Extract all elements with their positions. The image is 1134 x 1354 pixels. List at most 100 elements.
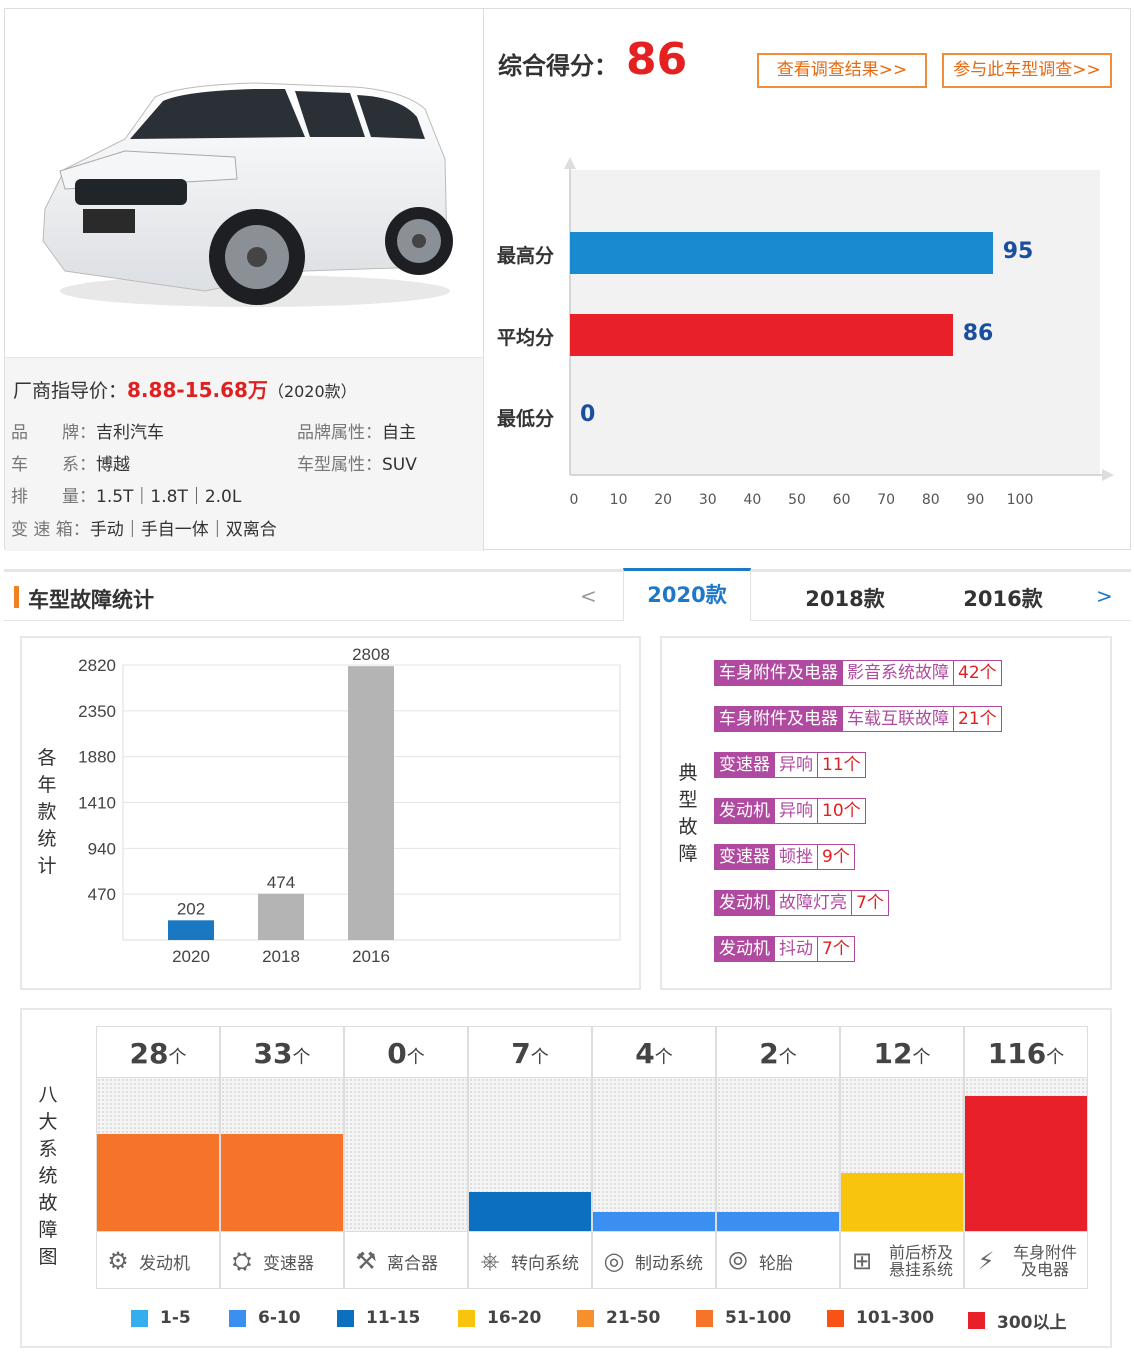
car-image-area xyxy=(5,9,483,357)
typical-fault-item[interactable]: 车身附件及电器 车载互联故障 21个 xyxy=(714,706,1002,732)
panel-divider xyxy=(483,9,484,551)
typical-label: 典 型 故 障 xyxy=(678,762,698,865)
spec-displacement-value: 1.5T｜1.8T｜2.0L xyxy=(96,487,242,507)
next-arrow-icon[interactable]: > xyxy=(1096,584,1113,608)
prev-arrow-icon[interactable]: < xyxy=(580,584,597,608)
spec-brand-attr: 品牌属性：自主 xyxy=(297,423,416,443)
steering-icon: ⎈ xyxy=(480,1247,500,1275)
x-tick-label: 50 xyxy=(788,492,806,508)
engine-icon: ⚙ xyxy=(107,1247,129,1275)
system-label: ⛭ 变速器 xyxy=(221,1232,343,1290)
x-tick-label: 0 xyxy=(569,492,579,508)
spec-type-value: SUV xyxy=(382,455,417,475)
system-column[interactable]: 7个 ⎈ 转向系统 xyxy=(468,1026,592,1289)
system-label: ⚙ 发动机 xyxy=(97,1232,219,1290)
legend-swatch xyxy=(577,1309,594,1327)
system-name: 轮胎 xyxy=(759,1253,793,1274)
system-bar xyxy=(97,1134,219,1231)
typical-fault-item[interactable]: 车身附件及电器 影音系统故障 42个 xyxy=(714,660,1002,686)
system-bar-area xyxy=(841,1077,963,1232)
spec-brand-value[interactable]: 吉利汽车 xyxy=(96,423,164,443)
system-label: ⦾ 轮胎 xyxy=(717,1232,839,1290)
system-bar-area xyxy=(221,1077,343,1232)
bar-label: 最高分 xyxy=(497,245,555,267)
system-count: 12个 xyxy=(873,1037,931,1070)
system-name: 变速器 xyxy=(263,1253,314,1274)
legend-item: 300以上 xyxy=(968,1308,1067,1333)
price-year: （2020款） xyxy=(267,382,357,401)
legend-item: 101-300 xyxy=(827,1308,934,1328)
year-chart-label: 各 年 款 统 计 xyxy=(37,747,57,877)
car-image xyxy=(42,82,453,307)
system-count: 2个 xyxy=(759,1037,797,1070)
tab-2018[interactable]: 2018款 xyxy=(805,587,885,611)
system-label: ⚒ 离合器 xyxy=(345,1232,467,1290)
x-tick-label: 70 xyxy=(877,492,896,508)
spec-series: 车 系：博越 xyxy=(11,455,130,475)
system-count: 4个 xyxy=(635,1037,673,1070)
system-count: 33个 xyxy=(253,1037,311,1070)
tab-2016[interactable]: 2016款 xyxy=(963,587,1043,611)
system-bar xyxy=(841,1173,963,1231)
legend-swatch xyxy=(968,1312,985,1329)
x-tick-label: 90 xyxy=(966,492,985,508)
system-bar-area xyxy=(593,1077,715,1232)
system-bar xyxy=(221,1134,343,1231)
system-bar xyxy=(469,1192,591,1231)
spec-brand: 品 牌：吉利汽车 xyxy=(11,423,164,443)
typical-fault-item[interactable]: 发动机 异响 10个 xyxy=(714,798,866,824)
spec-type: 车型属性：SUV xyxy=(297,455,417,475)
x-tick-label: 30 xyxy=(698,492,717,508)
score-bar xyxy=(570,232,993,274)
system-bar-area xyxy=(345,1077,467,1232)
bar-label: 最低分 xyxy=(497,408,555,430)
car-info-area: 厂商指导价：8.88-15.68万（2020款） 品 牌：吉利汽车 品牌属性：自… xyxy=(5,357,483,551)
system-column[interactable]: 12个 ⊞ 前后桥及悬挂系统 xyxy=(840,1026,964,1289)
x-tick-label: 40 xyxy=(743,492,762,508)
legend-item: 1-5 xyxy=(131,1308,191,1328)
system-bar-area xyxy=(97,1077,219,1232)
bar-value-label: 95 xyxy=(1002,239,1034,264)
price-label: 厂商指导价： xyxy=(13,380,128,402)
system-label: ⚡ 车身附件及电器 xyxy=(965,1232,1087,1290)
legend-swatch xyxy=(696,1309,713,1327)
system-column[interactable]: 2个 ⦾ 轮胎 xyxy=(716,1026,840,1289)
system-column[interactable]: 28个 ⚙ 发动机 xyxy=(96,1026,220,1289)
gearbox-icon: ⛭ xyxy=(232,1247,252,1275)
legend-swatch xyxy=(131,1309,148,1327)
spec-brand-attr-value: 自主 xyxy=(382,423,416,443)
spec-gearbox-value: 手动｜手自一体｜双离合 xyxy=(89,520,277,540)
typical-fault-item[interactable]: 变速器 顿挫 9个 xyxy=(714,844,855,870)
system-column[interactable]: 4个 ◎ 制动系统 xyxy=(592,1026,716,1289)
join-survey-button[interactable]: 参与此车型调查>> xyxy=(942,53,1112,88)
legend-swatch xyxy=(458,1309,475,1327)
legend-swatch xyxy=(229,1309,246,1327)
system-count: 28个 xyxy=(129,1037,187,1070)
clutch-icon: ⚒ xyxy=(355,1247,377,1275)
tab-2020[interactable]: 2020款 xyxy=(623,568,751,621)
bar-label: 平均分 xyxy=(497,327,555,349)
system-column[interactable]: 0个 ⚒ 离合器 xyxy=(344,1026,468,1289)
price-line: 厂商指导价：8.88-15.68万（2020款） xyxy=(13,374,357,403)
x-tick-label: 10 xyxy=(609,492,628,508)
tire-icon: ⦾ xyxy=(728,1247,748,1275)
suspension-icon: ⊞ xyxy=(851,1247,873,1275)
system-bar-area xyxy=(717,1077,839,1232)
system-column[interactable]: 116个 ⚡ 车身附件及电器 xyxy=(964,1026,1088,1289)
score-title: 综合得分： xyxy=(498,52,618,80)
typical-fault-item[interactable]: 变速器 异响 11个 xyxy=(714,752,866,778)
typical-fault-item[interactable]: 发动机 故障灯亮 7个 xyxy=(714,890,889,916)
car-overview-panel: 厂商指导价：8.88-15.68万（2020款） 品 牌：吉利汽车 品牌属性：自… xyxy=(4,8,1131,551)
legend-item: 11-15 xyxy=(337,1308,420,1328)
spec-series-value[interactable]: 博越 xyxy=(96,455,130,475)
x-tick-label: 80 xyxy=(921,492,940,508)
typical-fault-item[interactable]: 发动机 抖动 7个 xyxy=(714,936,855,962)
title-accent xyxy=(14,586,19,608)
x-tick-label: 100 xyxy=(1006,492,1034,508)
system-name: 离合器 xyxy=(387,1253,438,1274)
system-bar-area xyxy=(965,1077,1087,1232)
system-count: 116个 xyxy=(987,1037,1065,1070)
score-value: 86 xyxy=(626,34,688,85)
view-results-button[interactable]: 查看调查结果>> xyxy=(757,53,927,88)
system-column[interactable]: 33个 ⛭ 变速器 xyxy=(220,1026,344,1289)
